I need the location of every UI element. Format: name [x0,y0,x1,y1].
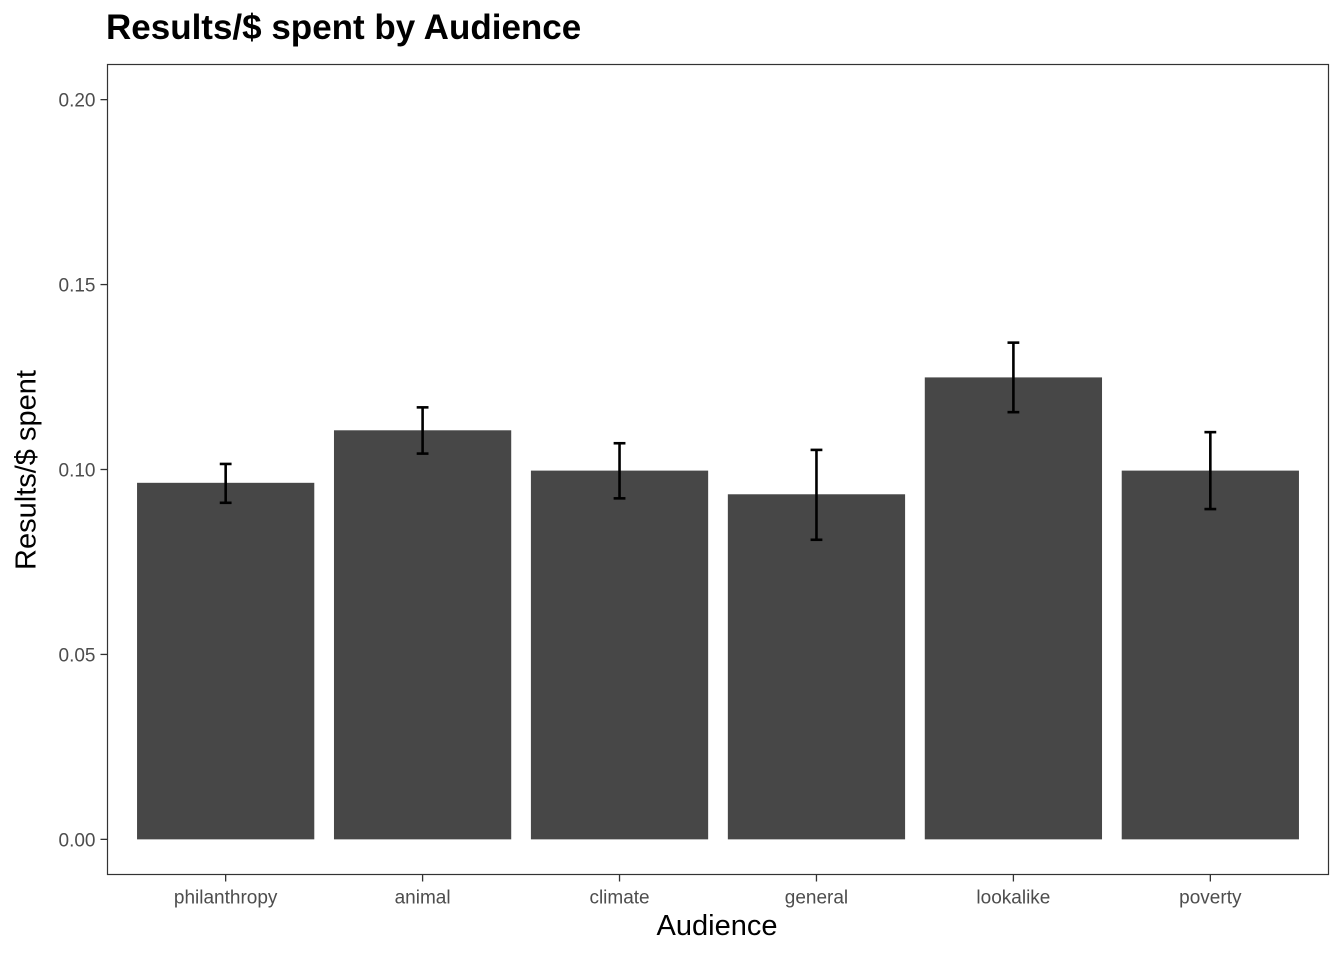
x-tick-label: poverty [1179,888,1242,909]
bar-climate [530,470,709,840]
error-bar-philanthropy [219,462,232,505]
x-tick-label: climate [589,888,649,909]
error-bar-lookalike [1007,341,1020,414]
x-tick-label: general [785,888,848,909]
x-axis-label: Audience [656,910,778,942]
y-tick-label: 0.00 [59,830,96,851]
bar-philanthropy [137,482,315,840]
y-axis: 0.00 0.05 0.10 0.15 0.20 [59,91,108,851]
error-bar-general [810,448,823,542]
y-tick-label: 0.05 [59,645,96,666]
x-axis: philanthropy animal climate general lookalik… [174,874,1242,909]
chart-title: Results/$ spent by Audience [106,8,582,47]
bar-animal [333,430,512,840]
bars-layer [137,377,1299,840]
error-bar-climate [613,441,626,500]
bar-poverty [1121,470,1299,840]
y-tick-label: 0.20 [59,91,96,112]
bar-general [727,494,906,840]
x-tick-label: lookalike [976,888,1050,909]
error-bars-layer [219,341,1217,542]
y-tick-label: 0.15 [59,276,96,297]
y-tick-label: 0.10 [59,461,96,482]
error-bar-animal [416,406,429,455]
error-bar-poverty [1204,430,1217,511]
bar-lookalike [924,377,1103,840]
x-tick-label: philanthropy [174,888,278,909]
x-tick-label: animal [395,888,451,909]
